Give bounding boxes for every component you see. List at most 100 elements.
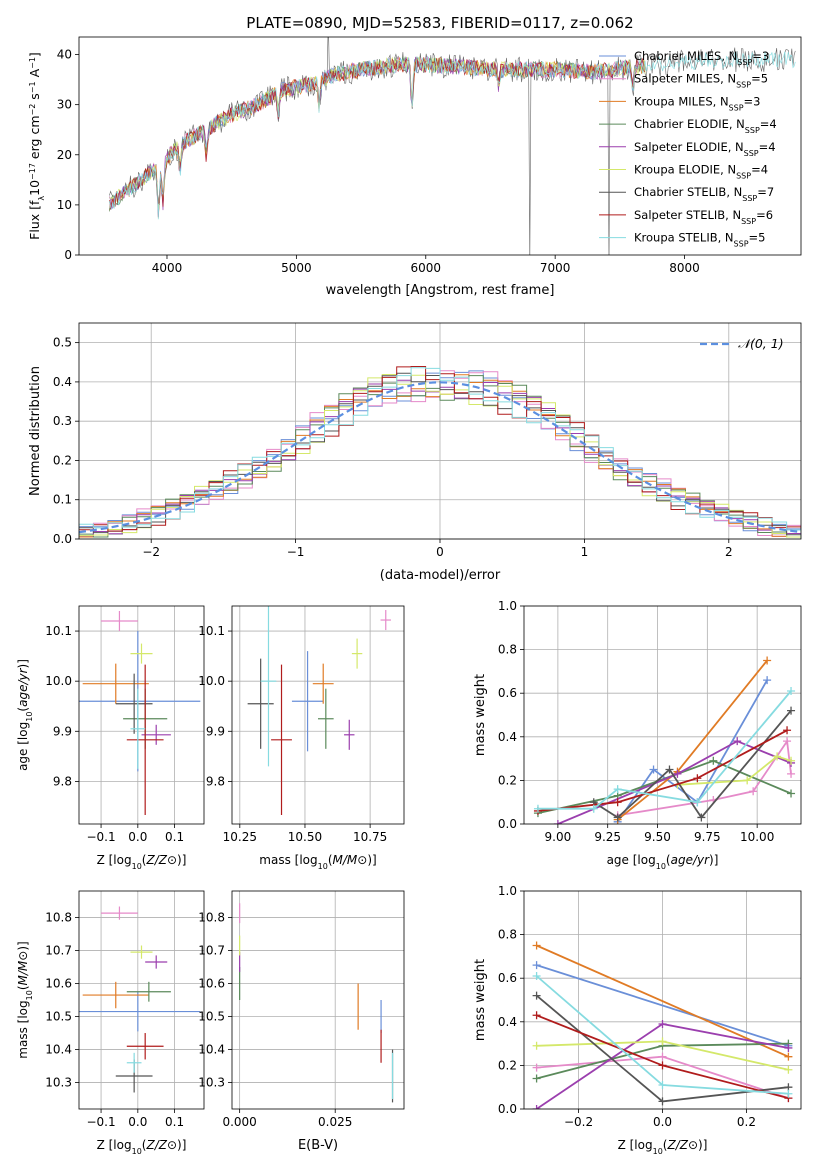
y-tick-label: 0	[64, 248, 72, 262]
y-tick-label: 10.6	[198, 976, 225, 990]
y-tick-label: 30	[57, 98, 72, 112]
y-tick-label: 0.4	[498, 1015, 517, 1029]
x-axis-label: age [log10(age/yr)]	[607, 853, 719, 871]
y-tick-label: 9.9	[206, 724, 225, 738]
x-tick-label: 10.25	[223, 830, 257, 844]
ticks: −2 −1 0 1 2 0.0 0.1 0.2 0.3 0.4 0.5	[53, 336, 733, 559]
plus-marker	[709, 756, 718, 765]
spectrum-series-2	[109, 57, 646, 218]
ticks: 10.25 10.50 10.75 9.8 9.9 10.0 10.1	[198, 624, 387, 844]
axes-frame	[523, 890, 802, 1110]
axes-frame	[78, 36, 802, 256]
errorbar-point-3	[318, 688, 334, 749]
legend-entry-5: Kroupa ELODIE, NSSP=4	[634, 163, 768, 181]
plus-marker	[784, 1065, 793, 1074]
errorbar-point-2	[82, 981, 149, 1009]
legend-entry-8-part: SSP	[734, 239, 749, 248]
x-axis-label-part: Z [log	[97, 1138, 132, 1152]
ticks: 9.00 9.25 9.50 9.75 10.00 0.0 0.2 0.4 0.6 0.8 1.0	[498, 599, 774, 844]
plus-marker	[533, 804, 542, 813]
x-tick-label: −0.1	[86, 830, 115, 844]
plus-marker	[553, 820, 562, 824]
axes-frame	[78, 890, 205, 1110]
plus-marker	[532, 1063, 541, 1072]
y-axis-label-part: (	[16, 985, 30, 990]
plus-marker	[787, 789, 796, 798]
legend-entry-4-part: SSP	[744, 148, 759, 157]
y-axis-label-part: 10	[27, 180, 42, 196]
y-tick-label: 0.5	[53, 336, 72, 350]
x-tick-label: 10.75	[353, 830, 387, 844]
legend-entry-7-part: =6	[756, 208, 773, 222]
x-axis-label-part: )]	[177, 853, 186, 867]
axes-frame	[231, 890, 405, 1110]
errorbar-point-2	[82, 663, 149, 704]
x-axis-label-part: )]	[177, 1138, 186, 1152]
y-tick-label: 10	[57, 198, 72, 212]
x-tick-label: 0.000	[222, 1115, 256, 1129]
y-axis-label-part: A	[27, 68, 42, 81]
legend-entry-2-part: SSP	[729, 103, 744, 112]
legend-entry-4: Salpeter ELODIE, NSSP=4	[634, 140, 776, 158]
legend-entry-1-part: =5	[751, 72, 768, 86]
x-tick-label: 9.25	[594, 830, 621, 844]
legend-entry-3-part: Chabrier ELODIE, N	[634, 117, 745, 131]
x-tick-label: 4000	[152, 261, 183, 275]
gaussian-curve	[79, 381, 801, 534]
plus-marker	[613, 813, 622, 822]
x-axis-label-part: (	[663, 1138, 668, 1152]
x-axis-label: (data-model)/error	[380, 568, 501, 583]
y-tick-label: 20	[57, 148, 72, 162]
y-tick-label: 1.0	[498, 884, 517, 898]
plot-area	[533, 656, 796, 824]
y-tick-label: 0.3	[53, 414, 72, 428]
x-axis-label-part: 10	[318, 862, 328, 871]
y-axis-label-part: −17	[28, 163, 37, 180]
legend-entry-5-part: SSP	[736, 171, 751, 180]
plus-marker	[787, 706, 796, 715]
y-axis-label-part: Flux [f	[27, 200, 42, 240]
legend-entry-0-part: SSP	[737, 58, 752, 67]
weight-series-0	[536, 964, 789, 1047]
y-axis-label: mass [log10(M/M⊙)]	[16, 941, 34, 1058]
y-tick-label: 0.2	[498, 773, 517, 787]
legend-entry-6-part: SSP	[742, 194, 757, 203]
plus-marker	[658, 1019, 667, 1028]
plus-marker	[532, 1105, 541, 1109]
x-axis-label-part: age [log	[607, 853, 656, 867]
y-tick-label: 0.8	[498, 643, 517, 657]
x-axis-label-part: )]	[698, 1138, 707, 1152]
y-tick-label: 0.8	[498, 928, 517, 942]
panel-residual_distribution: −2 −1 0 1 2 0.0 0.1 0.2 0.3 0.4 0.5 (data-model)/er…	[28, 322, 802, 583]
legend-entry-2-part: =3	[744, 94, 761, 108]
x-tick-label: 0.0	[653, 1115, 672, 1129]
legend-entry-6-part: Chabrier STELIB, N	[634, 185, 742, 199]
x-tick-label: −2	[142, 545, 160, 559]
plus-marker	[658, 1097, 667, 1106]
axes-frame	[523, 605, 802, 825]
errorbar-point-7	[126, 1033, 164, 1060]
legend-entry-4-part: Salpeter ELODIE, N	[634, 140, 744, 154]
errorbar-point-4	[141, 724, 171, 745]
plus-marker	[783, 737, 792, 746]
plus-marker	[649, 765, 658, 774]
plus-marker	[613, 785, 622, 794]
x-axis-label-part: (	[666, 853, 671, 867]
x-axis-label-part: (	[142, 853, 147, 867]
plus-marker	[589, 804, 598, 813]
x-tick-label: −0.2	[564, 1115, 593, 1129]
x-axis-label-part: )]	[709, 853, 718, 867]
plus-marker	[784, 1089, 793, 1098]
x-axis-label: Z [log10(Z/Z⊙)]	[97, 853, 187, 871]
y-tick-label: 10.1	[198, 624, 225, 638]
errorbar-point-0	[79, 991, 201, 1032]
axes-frame	[231, 605, 405, 825]
legend-entry-6-part: =7	[757, 185, 774, 199]
x-tick-label: 10.00	[740, 830, 774, 844]
plus-marker	[532, 1074, 541, 1083]
legend: 𝒩(0, 1)	[700, 336, 784, 351]
legend-entry-2-part: Kroupa MILES, N	[634, 94, 729, 108]
plot-area	[79, 611, 201, 815]
plus-marker	[773, 752, 782, 761]
